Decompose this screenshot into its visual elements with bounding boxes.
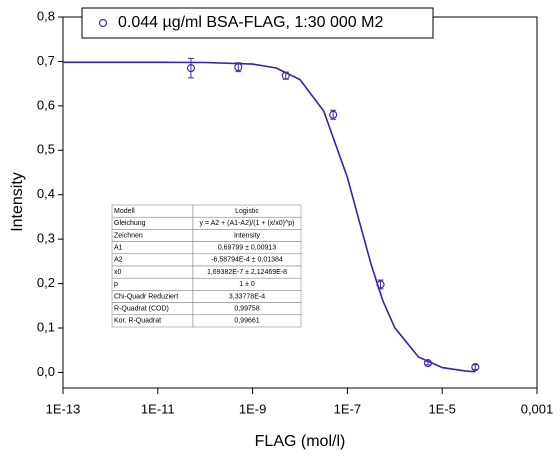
table-cell (111, 277, 194, 291)
y-tick-label: 0,8 (37, 8, 55, 23)
x-axis-label: FLAG (mol/l) (255, 433, 346, 450)
x-tick-label: 1E-13 (46, 401, 81, 416)
y-axis-label: Intensity (9, 172, 26, 232)
table-key: Modell (114, 208, 135, 215)
y-tick-label: 0,6 (37, 97, 55, 112)
plot-frame (62, 16, 538, 389)
legend-label: 0.044 µg/ml BSA-FLAG, 1:30 000 M2 (118, 14, 383, 31)
table-value: y = A2 + (A1-A2)/(1 + (x/x0)^p) (200, 220, 295, 227)
table-value: 0,99758 (234, 306, 259, 313)
data-point (281, 71, 290, 80)
data-point (329, 110, 338, 119)
y-tick-label: 0,1 (37, 319, 55, 334)
x-tick-label: 1E-11 (141, 401, 175, 416)
error-bar (472, 364, 479, 370)
legend-marker (98, 18, 108, 28)
table-value: 1,69382E-7 ± 2,12469E-8 (207, 269, 287, 276)
table-key: A2 (114, 257, 123, 264)
table-key: Zeichnen (114, 232, 143, 239)
table-key: A1 (114, 245, 123, 252)
x-tick-label: 1E-9 (239, 401, 266, 416)
y-tick-label: 0,2 (37, 275, 55, 290)
table-value: Logistic (235, 208, 259, 215)
data-point (186, 63, 196, 73)
y-tick-label: 0,4 (37, 186, 55, 201)
error-bar (187, 57, 194, 79)
data-point (471, 363, 480, 372)
x-tick-label: 1E-7 (334, 401, 361, 416)
table-value: 1 ± 0 (239, 281, 255, 288)
table-value: Intensity (234, 232, 261, 239)
data-point (423, 359, 433, 368)
y-tick-label: 0,7 (37, 53, 55, 68)
table-value: 0,69799 ± 0,00913 (218, 245, 276, 252)
table-cell (111, 265, 194, 279)
x-tick-label: 1E-5 (428, 401, 455, 416)
table-value: 3,33778E-4 (229, 293, 265, 300)
legend-box (81, 7, 434, 39)
table-key: p (114, 281, 118, 288)
data-point (234, 63, 243, 72)
table-key: Kor. R-Quadrat (114, 318, 161, 325)
table-key: Gleichung (114, 220, 146, 227)
x-tick-label: 0,001 (521, 401, 554, 416)
table-value: 0,99661 (234, 318, 259, 325)
fit-curve (63, 61, 476, 373)
table-key: R-Quadrat (COD) (114, 306, 169, 313)
table-cell (111, 253, 194, 267)
y-tick-label: 0,3 (37, 231, 55, 246)
y-tick-label: 0,0 (37, 364, 55, 379)
table-key: x0 (114, 269, 122, 276)
table-cell (192, 314, 302, 328)
y-tick-label: 0,5 (37, 142, 55, 157)
table-value: -6,58794E-4 ± 0,01384 (211, 257, 283, 264)
data-point (376, 280, 385, 289)
error-bar (424, 360, 431, 366)
table-key: Chi-Quadr Reduziert (114, 293, 178, 300)
table-cell (111, 241, 194, 255)
